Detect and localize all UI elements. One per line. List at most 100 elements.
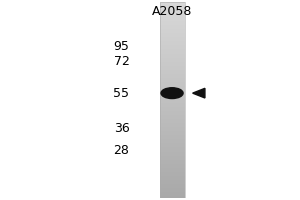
Bar [160,46,184,47]
Bar [160,72,184,73]
Bar [160,71,184,72]
Bar [160,116,184,117]
Bar [160,101,184,102]
Bar [160,56,184,57]
Bar [160,20,184,21]
Bar [160,185,184,186]
Bar [160,151,184,152]
Bar [160,70,184,71]
Bar [160,194,184,195]
Bar [160,182,184,183]
Bar [160,126,184,127]
Bar [160,16,184,17]
Bar [160,24,184,25]
Bar [160,15,184,16]
Bar [160,73,184,74]
Bar [160,175,184,176]
Bar [160,65,184,66]
Bar [160,100,184,101]
Bar [160,79,184,80]
Bar [160,61,184,62]
Bar [160,117,184,118]
Bar [160,84,184,85]
Bar [160,195,184,196]
Bar [160,45,184,46]
Bar [160,137,184,138]
Bar [160,67,184,68]
Bar [160,161,184,162]
Bar [160,7,184,8]
Bar [160,163,184,164]
Bar [160,140,184,141]
Bar [160,2,184,198]
Bar [160,141,184,142]
Bar [160,142,184,143]
Bar [160,105,184,106]
Bar [160,160,184,161]
Bar [160,159,184,160]
Bar [160,188,184,189]
Bar [160,37,184,38]
Bar [160,162,184,163]
Bar [160,190,184,191]
Bar [160,178,184,179]
Bar [160,33,184,34]
Bar [160,89,184,90]
Bar [160,38,184,39]
Bar [160,176,184,177]
Bar [160,75,184,76]
Text: 95: 95 [113,40,129,53]
Bar [160,103,184,104]
Bar [160,93,184,94]
Bar [160,32,184,33]
Bar [160,57,184,58]
Bar [160,62,184,63]
Bar [160,104,184,105]
Bar [160,11,184,12]
Bar [160,118,184,119]
Bar [160,187,184,188]
Bar [160,157,184,158]
Bar [160,107,184,108]
Bar [160,59,184,60]
Bar [160,47,184,48]
Bar [160,99,184,100]
Bar [160,129,184,130]
Bar [160,66,184,67]
Bar [160,113,184,114]
Bar [160,152,184,153]
Bar [160,134,184,135]
Bar [160,58,184,59]
Bar [160,64,184,65]
Bar [160,169,184,170]
Bar [160,144,184,145]
Bar [160,138,184,139]
Bar [160,173,184,174]
Bar [160,35,184,36]
Bar [160,148,184,149]
Bar [160,31,184,32]
Bar [160,197,184,198]
Bar [160,171,184,172]
Bar [160,80,184,81]
Bar [160,125,184,126]
Bar [160,25,184,26]
Bar [160,186,184,187]
Bar [160,69,184,70]
Bar [160,168,184,169]
Bar [160,30,184,31]
Bar [160,172,184,173]
Bar [160,193,184,194]
Bar [160,106,184,107]
Bar [160,149,184,150]
Bar [160,4,184,5]
Bar [160,170,184,171]
Bar [160,83,184,84]
Bar [160,111,184,112]
Bar [160,114,184,115]
Bar [160,22,184,23]
Text: A2058: A2058 [152,5,192,18]
Bar [160,153,184,154]
Bar [160,52,184,53]
Bar [160,108,184,109]
